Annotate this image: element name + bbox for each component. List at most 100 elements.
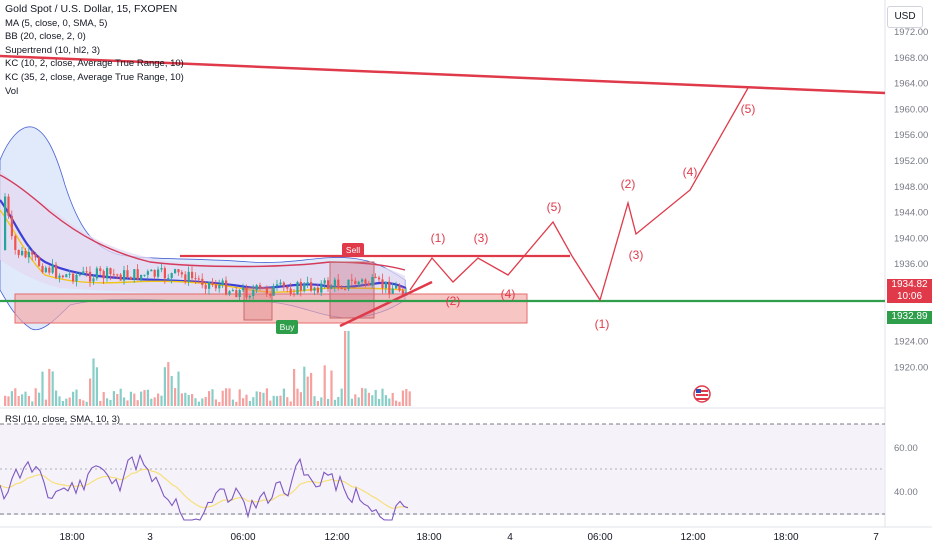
volume-bar — [323, 365, 326, 406]
volume-bar — [371, 395, 374, 406]
candle-body — [4, 196, 7, 250]
indicator-supertrend[interactable]: Supertrend (10, hl2, 3) — [5, 44, 101, 56]
volume-bar — [282, 388, 285, 406]
price-tick-label: 1952.00 — [894, 156, 928, 167]
price-tick-label: 1936.00 — [894, 259, 928, 270]
volume-bar — [286, 397, 289, 406]
candle-body — [235, 290, 238, 298]
candle-body — [157, 269, 160, 277]
volume-bar — [7, 396, 10, 406]
volume-bar — [191, 394, 194, 406]
candle-body — [99, 268, 102, 272]
volume-bar — [160, 395, 163, 406]
support-price-badge: 1932.89 — [887, 311, 932, 324]
candle-body — [7, 196, 10, 216]
volume-bar — [157, 393, 160, 406]
us-event-flag-icon[interactable] — [693, 385, 711, 403]
indicator-kc-10[interactable]: KC (10, 2, close, Average True Range, 10… — [5, 58, 184, 70]
candle-body — [384, 281, 387, 289]
price-tick-label: 1956.00 — [894, 130, 928, 141]
candle-body — [136, 269, 139, 280]
candle-body — [146, 271, 149, 275]
candlesticks — [4, 193, 408, 302]
volume-bar — [34, 388, 37, 406]
candle-body — [242, 288, 245, 291]
sell-marker[interactable]: Sell — [342, 243, 364, 256]
volume-bar — [177, 371, 180, 406]
descending-trendline[interactable] — [0, 54, 886, 95]
candle-body — [17, 249, 20, 256]
candle-body — [367, 283, 370, 286]
volume-bar — [106, 398, 109, 406]
candle-body — [364, 279, 367, 284]
volume-bar — [123, 397, 126, 406]
ascending-trendline[interactable] — [339, 280, 433, 328]
price-tick-label: 1964.00 — [894, 79, 928, 90]
candle-body — [184, 274, 187, 282]
volume-bar — [184, 392, 187, 406]
chart-legend: Gold Spot / U.S. Dollar, 15, FXOPEN MA (… — [5, 3, 184, 98]
candle-body — [398, 285, 401, 291]
candle-body — [320, 283, 323, 293]
indicator-ma[interactable]: MA (5, close, 0, SMA, 5) — [5, 17, 108, 29]
volume-bar — [201, 398, 204, 406]
volume-bar — [327, 398, 330, 406]
volume-bar — [194, 398, 197, 406]
candle-body — [160, 268, 163, 270]
candle-body — [68, 273, 71, 275]
price-tick-label: 1924.00 — [894, 337, 928, 348]
candle-body — [282, 282, 285, 287]
volume-bar — [218, 401, 221, 406]
symbol-title[interactable]: Gold Spot / U.S. Dollar, 15, FXOPEN — [5, 3, 178, 15]
candle-body — [201, 278, 204, 286]
candle-body — [211, 282, 214, 285]
volume-bar — [265, 388, 268, 406]
volume-bar — [27, 395, 30, 406]
volume-bar — [68, 397, 71, 406]
volume-bar — [214, 399, 217, 406]
buy-marker[interactable]: Buy — [276, 320, 298, 334]
candle-body — [38, 257, 41, 266]
volume-bar — [354, 394, 357, 406]
currency-button[interactable]: USD — [887, 6, 923, 28]
volume-bar — [225, 388, 228, 406]
volume-bar — [72, 391, 75, 406]
candle-body — [347, 279, 350, 290]
volume-bar — [238, 389, 241, 406]
time-tick-label: 4 — [507, 532, 513, 543]
volume-bar — [95, 367, 98, 406]
volume-bar — [24, 391, 27, 406]
candle-body — [170, 273, 173, 279]
candle-body — [65, 274, 68, 278]
last-price-badge: 1934.82 — [887, 279, 932, 291]
wave-label-short: (5) — [547, 200, 562, 214]
volume-bar — [361, 388, 364, 406]
candle-body — [252, 290, 255, 297]
candle-body — [106, 268, 109, 279]
volume-bar — [235, 401, 238, 406]
candle-body — [140, 274, 143, 280]
volume-bar — [296, 388, 299, 406]
time-tick-label: 3 — [147, 532, 153, 543]
volume-bar — [272, 395, 275, 406]
volume-bar — [320, 397, 323, 406]
wave-labels: (1) (2) (3) (4) (5) (1) (2) (3) (4) (5) — [431, 102, 756, 331]
volume-bar — [180, 393, 183, 406]
candle-body — [344, 289, 347, 291]
volume-bar — [391, 392, 394, 406]
rsi-band — [0, 424, 885, 515]
volume-bar — [310, 372, 313, 406]
candle-body — [85, 271, 88, 273]
candle-body — [221, 280, 224, 286]
indicator-bb[interactable]: BB (20, close, 2, 0) — [5, 31, 86, 43]
price-tick-label: 1968.00 — [894, 53, 928, 64]
candle-body — [316, 287, 319, 293]
candle-body — [187, 271, 190, 282]
volume-bar — [299, 392, 302, 406]
indicator-kc-35[interactable]: KC (35, 2, close, Average True Range, 10… — [5, 71, 184, 83]
indicator-volume[interactable]: Vol — [5, 85, 19, 97]
volume-bar — [51, 371, 54, 406]
candle-body — [272, 285, 275, 296]
rsi-legend[interactable]: RSI (10, close, SMA, 10, 3) — [5, 414, 121, 425]
